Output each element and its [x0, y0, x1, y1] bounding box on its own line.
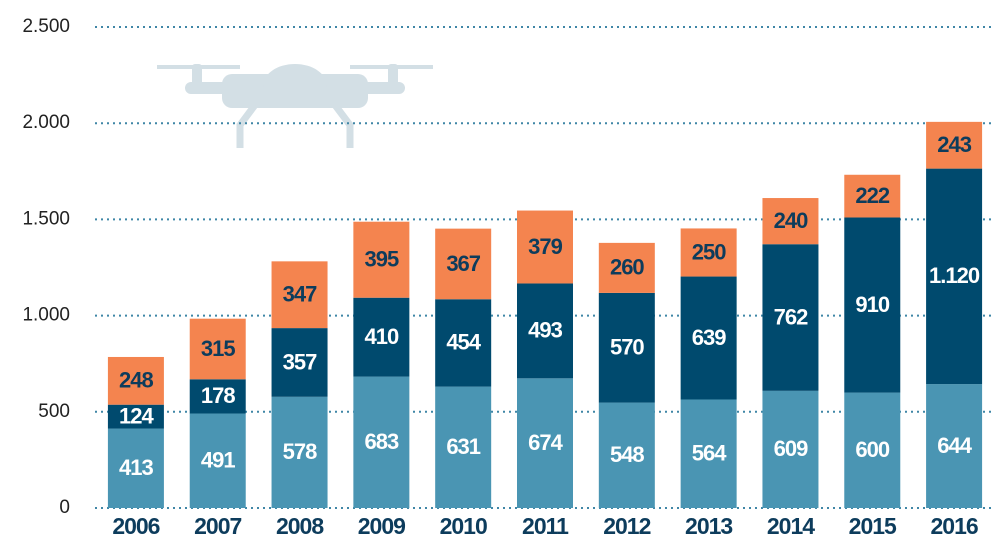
bar-segment: [107, 428, 164, 508]
x-tick-label: 2010: [440, 513, 487, 539]
data-label: 600: [855, 437, 889, 462]
data-label: 395: [365, 247, 399, 272]
data-label: 570: [610, 335, 644, 360]
data-label: 910: [855, 292, 889, 317]
data-label: 124: [119, 403, 154, 428]
bar-segment: [435, 228, 492, 300]
data-label: 762: [774, 304, 808, 329]
data-label: 454: [446, 330, 481, 355]
y-tick-label: 2.500: [22, 16, 70, 37]
data-label: 260: [610, 255, 644, 280]
data-label: 357: [283, 349, 317, 374]
x-tick-label: 2013: [685, 513, 732, 539]
data-label: 367: [446, 251, 480, 276]
bar-segment: [353, 221, 410, 298]
bar-segment: [680, 228, 737, 277]
bar-segment: [517, 378, 573, 508]
data-label: 178: [201, 383, 235, 408]
y-tick-label: 500: [38, 401, 70, 422]
data-label: 379: [528, 234, 562, 259]
data-label: 609: [774, 436, 808, 461]
bar-segment: [762, 390, 819, 508]
bar-segment: [353, 376, 410, 508]
bar-segment: [844, 217, 901, 393]
data-label: 1.120: [929, 263, 980, 288]
data-label: 683: [365, 429, 399, 454]
bar-segment: [926, 121, 983, 169]
y-tick-label: 0: [59, 497, 70, 518]
x-tick-label: 2007: [194, 513, 241, 539]
bar-segment: [435, 299, 492, 387]
bar-segment: [353, 297, 410, 377]
x-tick-label: 2006: [112, 513, 159, 539]
data-label: 493: [528, 318, 562, 343]
y-tick-label: 2.000: [22, 112, 70, 133]
data-label: 240: [774, 208, 808, 233]
bar-segment: [271, 261, 328, 329]
data-label: 631: [446, 434, 480, 459]
bar-segment: [926, 384, 983, 508]
bar-segment: [762, 198, 819, 245]
y-tick-label: 1.000: [22, 305, 70, 326]
data-label: 644: [937, 433, 972, 458]
data-label: 315: [201, 336, 235, 361]
y-tick-label: 1.500: [22, 208, 70, 229]
bar-segment: [271, 328, 328, 397]
bar-segment: [598, 242, 655, 293]
data-label: 347: [283, 282, 317, 307]
x-tick-label: 2009: [358, 513, 405, 539]
data-label: 564: [692, 441, 727, 466]
data-label: 674: [528, 430, 563, 455]
bar-segment: [844, 392, 901, 508]
bar-segment: [598, 402, 655, 508]
bar-segment: [107, 404, 164, 429]
bar-segment: [844, 174, 901, 218]
bar-segment: [189, 318, 246, 380]
x-tick-label: 2008: [276, 513, 324, 539]
bar-segment: [435, 386, 492, 508]
x-tick-label: 2012: [603, 513, 650, 539]
data-label: 243: [937, 132, 971, 157]
bar-segment: [517, 283, 573, 379]
x-tick-label: 2016: [931, 513, 978, 539]
data-label: 250: [692, 239, 726, 264]
bar-segment: [517, 210, 573, 284]
data-label: 578: [283, 439, 317, 464]
bar-segment: [680, 399, 737, 508]
data-label: 222: [855, 183, 889, 208]
bar-segment: [271, 396, 328, 508]
bar-segment: [762, 244, 819, 391]
data-label: 491: [201, 448, 235, 473]
x-tick-label: 2011: [522, 513, 569, 539]
bar-segment: [680, 276, 737, 400]
x-tick-label: 2014: [767, 513, 815, 539]
drone-icon: [157, 64, 433, 148]
data-label: 410: [365, 324, 399, 349]
bar-segment: [189, 413, 246, 508]
data-label: 639: [692, 325, 726, 350]
bar-segment: [189, 379, 246, 414]
data-label: 413: [119, 455, 153, 480]
data-label: 248: [119, 368, 153, 393]
x-tick-label: 2015: [849, 513, 897, 539]
bar-segment: [926, 168, 983, 385]
bar-segment: [598, 292, 655, 403]
bar-segment: [107, 356, 164, 405]
data-label: 548: [610, 442, 644, 467]
